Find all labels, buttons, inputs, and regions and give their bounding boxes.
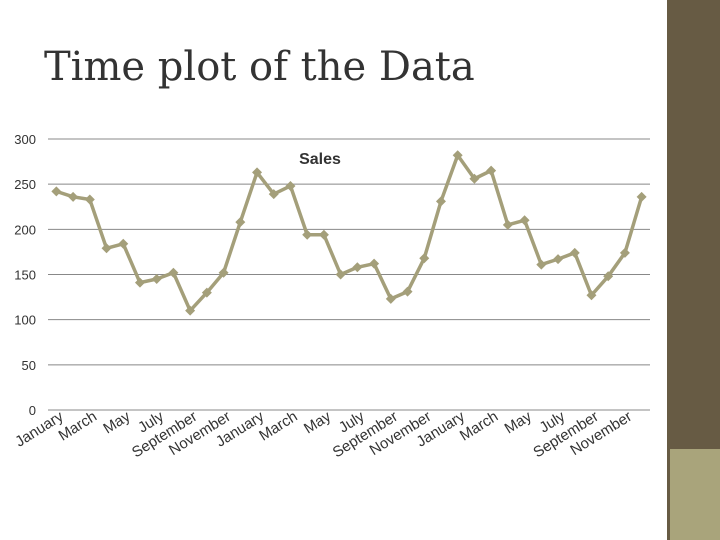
y-tick-label: 100 (14, 313, 36, 328)
x-tick-label: May (100, 408, 133, 438)
data-point (519, 215, 530, 226)
data-point (569, 247, 580, 258)
data-point (402, 286, 413, 297)
data-point (185, 305, 196, 316)
data-point (335, 269, 346, 280)
data-point (218, 267, 229, 278)
data-point (68, 191, 79, 202)
y-tick-label: 50 (22, 358, 36, 373)
y-tick-label: 0 (29, 403, 36, 418)
series-line-sales (55, 153, 644, 313)
chart-title: Sales (299, 151, 341, 168)
x-tick-label: March (56, 408, 100, 445)
data-point (452, 150, 463, 161)
data-point (502, 219, 513, 230)
x-tick-label: March (457, 408, 501, 445)
data-point (352, 262, 363, 273)
y-tick-label: 200 (14, 222, 36, 237)
data-point (201, 287, 212, 298)
y-tick-label: 150 (14, 268, 36, 283)
data-point (235, 217, 246, 228)
x-tick-label: March (256, 408, 300, 445)
x-tick-label: May (301, 408, 334, 438)
data-point (553, 254, 564, 265)
data-point (486, 165, 497, 176)
data-point (134, 277, 145, 288)
data-point (619, 247, 630, 258)
data-point (101, 243, 112, 254)
sidebar-accent (670, 449, 720, 540)
data-point (252, 167, 263, 178)
data-point (151, 274, 162, 285)
y-tick-label: 300 (14, 132, 36, 147)
data-point (51, 186, 62, 197)
data-point (168, 267, 179, 278)
data-point (636, 191, 647, 202)
data-point (302, 229, 313, 240)
data-point (435, 196, 446, 207)
data-point (118, 238, 129, 249)
data-point (385, 293, 396, 304)
data-point (469, 173, 480, 184)
y-tick-label: 250 (14, 177, 36, 192)
data-point (419, 253, 430, 264)
slide-title: Time plot of the Data (44, 44, 475, 90)
data-point (84, 194, 95, 205)
y-axis-ticks: 0 50 100 150 200 250 300 (14, 132, 36, 418)
data-point (285, 180, 296, 191)
x-tick-label: May (502, 408, 535, 438)
data-point (318, 229, 329, 240)
gridlines (48, 138, 650, 411)
data-point (268, 189, 279, 200)
data-point (586, 290, 597, 301)
data-point (369, 258, 380, 269)
data-points (51, 150, 647, 316)
data-point (536, 259, 547, 270)
data-point (603, 271, 614, 282)
